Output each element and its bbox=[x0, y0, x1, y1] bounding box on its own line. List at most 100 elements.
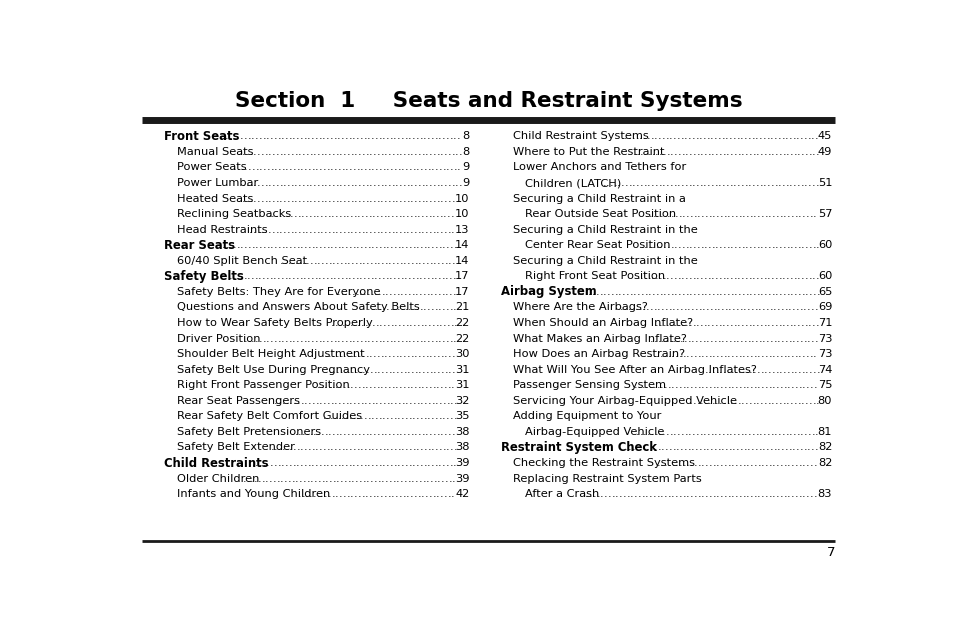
Text: 14: 14 bbox=[455, 256, 469, 266]
Text: .: . bbox=[806, 443, 810, 452]
Text: .: . bbox=[371, 443, 375, 452]
Text: .: . bbox=[404, 411, 408, 422]
Text: 73: 73 bbox=[817, 333, 831, 343]
Text: .: . bbox=[814, 132, 818, 141]
Text: .: . bbox=[798, 489, 801, 499]
Text: .: . bbox=[713, 443, 717, 452]
Text: .: . bbox=[715, 364, 719, 375]
Text: .: . bbox=[756, 364, 760, 375]
Text: .: . bbox=[678, 287, 680, 297]
Text: .: . bbox=[264, 225, 268, 235]
Text: .: . bbox=[785, 364, 789, 375]
Text: .: . bbox=[409, 209, 413, 219]
Text: .: . bbox=[452, 364, 455, 375]
Text: .: . bbox=[336, 132, 340, 141]
Text: .: . bbox=[661, 272, 665, 281]
Text: .: . bbox=[360, 209, 364, 219]
Text: Securing a Child Restraint in a: Securing a Child Restraint in a bbox=[513, 193, 685, 204]
Text: .: . bbox=[758, 303, 761, 312]
Text: .: . bbox=[623, 132, 627, 141]
Text: .: . bbox=[798, 349, 801, 359]
Text: .: . bbox=[633, 287, 636, 297]
Text: .: . bbox=[435, 240, 437, 250]
Text: .: . bbox=[444, 474, 448, 483]
Text: .: . bbox=[636, 147, 639, 157]
Text: .: . bbox=[721, 272, 725, 281]
Text: .: . bbox=[815, 396, 819, 406]
Text: .: . bbox=[392, 256, 395, 266]
Text: .: . bbox=[769, 132, 773, 141]
Text: .: . bbox=[326, 333, 329, 343]
Text: 73: 73 bbox=[817, 349, 831, 359]
Text: .: . bbox=[759, 178, 762, 188]
Text: .: . bbox=[449, 443, 453, 452]
Text: .: . bbox=[737, 240, 740, 250]
Text: .: . bbox=[775, 380, 779, 391]
Text: .: . bbox=[442, 443, 445, 452]
Text: .: . bbox=[740, 178, 743, 188]
Text: .: . bbox=[720, 132, 724, 141]
Text: 82: 82 bbox=[817, 443, 831, 452]
Text: .: . bbox=[262, 132, 266, 141]
Text: .: . bbox=[437, 411, 441, 422]
Text: .: . bbox=[354, 147, 357, 157]
Text: .: . bbox=[291, 178, 294, 188]
Text: .: . bbox=[648, 349, 652, 359]
Text: .: . bbox=[324, 193, 328, 204]
Text: .: . bbox=[300, 396, 304, 406]
Text: .: . bbox=[676, 132, 679, 141]
Text: .: . bbox=[739, 333, 742, 343]
Text: .: . bbox=[365, 427, 369, 437]
Text: .: . bbox=[347, 364, 351, 375]
Text: .: . bbox=[690, 443, 694, 452]
Text: .: . bbox=[280, 272, 284, 281]
Text: .: . bbox=[704, 489, 708, 499]
Text: .: . bbox=[588, 489, 592, 499]
Text: .: . bbox=[421, 193, 424, 204]
Text: .: . bbox=[408, 458, 412, 468]
Text: .: . bbox=[778, 272, 781, 281]
Text: 14: 14 bbox=[455, 240, 469, 250]
Text: .: . bbox=[426, 303, 430, 312]
Text: .: . bbox=[703, 396, 707, 406]
Text: .: . bbox=[813, 380, 816, 391]
Text: .: . bbox=[385, 303, 389, 312]
Text: .: . bbox=[429, 349, 433, 359]
Text: .: . bbox=[295, 272, 299, 281]
Text: .: . bbox=[704, 349, 708, 359]
Text: .: . bbox=[320, 489, 323, 499]
Text: .: . bbox=[403, 256, 406, 266]
Text: .: . bbox=[334, 318, 337, 328]
Text: .: . bbox=[396, 333, 400, 343]
Text: .: . bbox=[343, 364, 347, 375]
Text: .: . bbox=[639, 427, 642, 437]
Text: .: . bbox=[639, 272, 643, 281]
Text: .: . bbox=[246, 147, 249, 157]
Text: .: . bbox=[681, 380, 685, 391]
Text: .: . bbox=[334, 443, 337, 452]
Text: .: . bbox=[789, 396, 793, 406]
Text: .: . bbox=[274, 132, 277, 141]
Text: .: . bbox=[350, 427, 354, 437]
Text: .: . bbox=[366, 287, 370, 297]
Text: .: . bbox=[258, 458, 262, 468]
Text: .: . bbox=[657, 303, 660, 312]
Text: .: . bbox=[287, 147, 290, 157]
Text: .: . bbox=[622, 489, 625, 499]
Text: .: . bbox=[344, 272, 348, 281]
Text: .: . bbox=[644, 380, 648, 391]
Text: .: . bbox=[367, 333, 371, 343]
Text: .: . bbox=[411, 364, 414, 375]
Text: .: . bbox=[415, 272, 418, 281]
Text: .: . bbox=[801, 489, 805, 499]
Text: .: . bbox=[794, 489, 798, 499]
Text: .: . bbox=[678, 209, 681, 219]
Text: .: . bbox=[774, 318, 778, 328]
Text: .: . bbox=[421, 178, 425, 188]
Text: .: . bbox=[251, 458, 254, 468]
Text: .: . bbox=[637, 489, 640, 499]
Text: .: . bbox=[443, 349, 447, 359]
Text: .: . bbox=[773, 333, 777, 343]
Text: .: . bbox=[749, 349, 753, 359]
Text: .: . bbox=[387, 225, 391, 235]
